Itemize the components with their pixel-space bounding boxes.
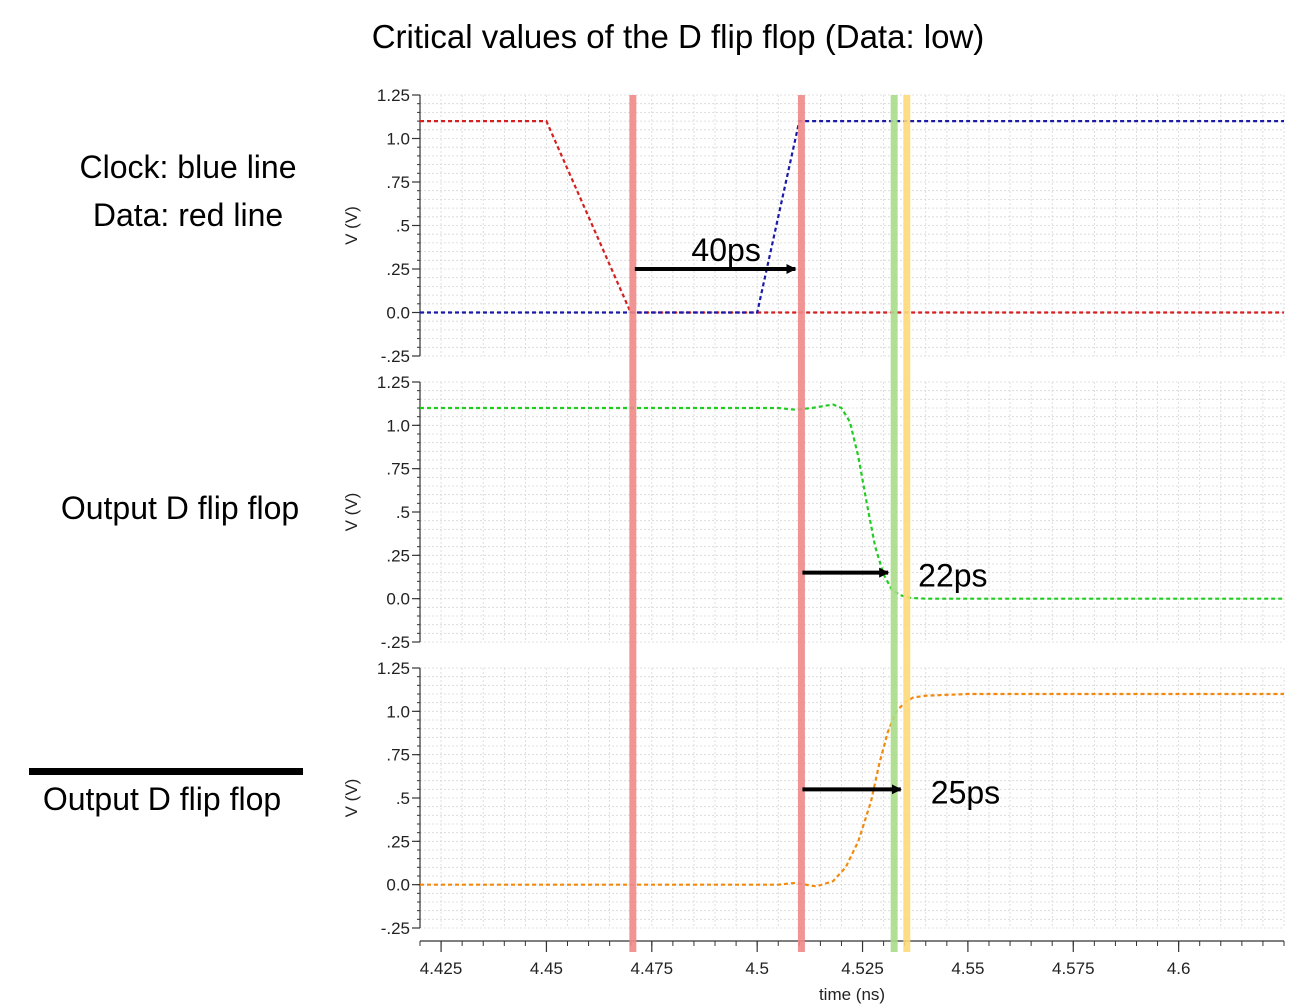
annotation-label: 22ps — [918, 558, 987, 594]
y-tick-label: 1.25 — [377, 86, 410, 105]
y-tick-label: .75 — [386, 460, 410, 479]
data-legend-label: Data: red line — [93, 197, 283, 233]
chart-area: -.25 0.0 .25 .5 .75 1.0 1.25 V (V) -.25 0.0 .25 .5.… — [342, 86, 1285, 1004]
output-qbar-label: Output D flip flop — [43, 781, 281, 817]
y-tick-label: .25 — [386, 832, 410, 851]
y-axis-label: V (V) — [342, 493, 361, 532]
panel-3: -.25 0.0 .25 .5 .75 1.0 1.25 V (V) — [342, 659, 1285, 938]
x-tick-label: 4.575 — [1052, 959, 1095, 978]
x-tick-label: 4.6 — [1167, 959, 1191, 978]
series-line-qbar — [420, 692, 1284, 888]
x-axis-label: time (ns) — [819, 985, 885, 1004]
x-tick-label: 4.425 — [420, 959, 463, 978]
panel-2: -.25 0.0 .25 .5 .75 1.0 1.25 V (V) — [342, 373, 1285, 652]
y-tick-label: 1.0 — [386, 416, 410, 435]
y-tick-label: -.25 — [381, 347, 410, 366]
series-line-q — [420, 403, 1284, 600]
y-tick-label: 1.0 — [386, 702, 410, 721]
annotation-label: 40ps — [691, 232, 760, 268]
x-tick-label: 4.45 — [530, 959, 563, 978]
y-tick-label: .25 — [386, 546, 410, 565]
clock-legend-label: Clock: blue line — [80, 149, 297, 185]
y-tick-label: 1.25 — [377, 373, 410, 392]
y-axis-label: V (V) — [342, 206, 361, 245]
y-tick-label: .75 — [386, 746, 410, 765]
x-tick-label: 4.5 — [745, 959, 769, 978]
y-tick-label: .5 — [396, 217, 410, 236]
panel-1: -.25 0.0 .25 .5 .75 1.0 1.25 V (V) — [342, 86, 1285, 366]
series-line-data — [420, 120, 1284, 314]
y-tick-label: 1.25 — [377, 659, 410, 678]
y-tick-label: .25 — [386, 260, 410, 279]
x-tick-label: 4.525 — [841, 959, 884, 978]
y-tick-label: -.25 — [381, 919, 410, 938]
annotation-label: 25ps — [931, 774, 1000, 810]
y-axis-label: V (V) — [342, 779, 361, 818]
series-line-clock — [420, 120, 1284, 314]
x-tick-label: 4.55 — [951, 959, 984, 978]
y-tick-label: .75 — [386, 173, 410, 192]
y-tick-label: 0.0 — [386, 876, 410, 895]
y-tick-label: 1.0 — [386, 130, 410, 149]
y-tick-label: .5 — [396, 503, 410, 522]
output-q-label: Output D flip flop — [61, 490, 299, 526]
x-tick-label: 4.475 — [631, 959, 674, 978]
y-tick-label: 0.0 — [386, 590, 410, 609]
y-tick-label: -.25 — [381, 633, 410, 652]
figure-title: Critical values of the D flip flop (Data… — [372, 18, 985, 55]
overline-bar — [29, 768, 303, 775]
y-tick-label: .5 — [396, 789, 410, 808]
y-tick-label: 0.0 — [386, 304, 410, 323]
